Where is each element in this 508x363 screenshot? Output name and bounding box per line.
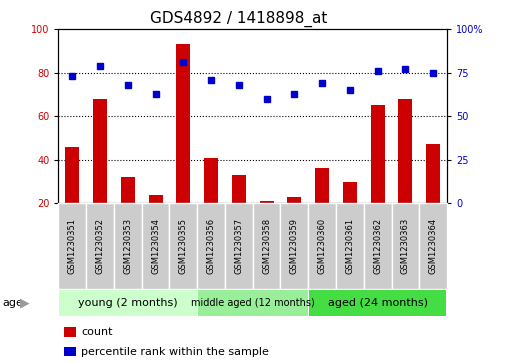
- Text: GSM1230354: GSM1230354: [151, 218, 160, 274]
- Text: GSM1230352: GSM1230352: [96, 218, 105, 274]
- Text: GSM1230356: GSM1230356: [207, 218, 215, 274]
- Text: GSM1230351: GSM1230351: [68, 218, 77, 274]
- Text: GSM1230359: GSM1230359: [290, 218, 299, 274]
- Text: ▶: ▶: [20, 297, 29, 310]
- Text: count: count: [81, 327, 113, 337]
- Text: age: age: [3, 298, 23, 308]
- Bar: [371, 105, 385, 203]
- Text: GSM1230360: GSM1230360: [318, 218, 327, 274]
- Bar: [309, 290, 447, 316]
- Bar: [114, 203, 142, 289]
- Bar: [392, 203, 419, 289]
- Text: GSM1230364: GSM1230364: [429, 218, 438, 274]
- Bar: [398, 99, 412, 203]
- Text: GSM1230361: GSM1230361: [345, 218, 355, 274]
- Bar: [288, 197, 301, 203]
- Bar: [343, 182, 357, 203]
- Bar: [308, 203, 336, 289]
- Bar: [225, 203, 253, 289]
- Bar: [170, 203, 197, 289]
- Bar: [142, 203, 170, 289]
- Text: aged (24 months): aged (24 months): [328, 298, 428, 308]
- Bar: [315, 168, 329, 203]
- Text: percentile rank within the sample: percentile rank within the sample: [81, 347, 269, 357]
- Bar: [58, 203, 86, 289]
- Bar: [204, 158, 218, 203]
- Bar: [198, 290, 308, 316]
- Text: GDS4892 / 1418898_at: GDS4892 / 1418898_at: [150, 11, 328, 27]
- Bar: [149, 195, 163, 203]
- Text: GSM1230353: GSM1230353: [123, 218, 132, 274]
- Bar: [176, 44, 190, 203]
- Bar: [93, 99, 107, 203]
- Bar: [232, 175, 246, 203]
- Bar: [336, 203, 364, 289]
- Bar: [197, 203, 225, 289]
- Text: young (2 months): young (2 months): [78, 298, 178, 308]
- Bar: [253, 203, 280, 289]
- Text: GSM1230355: GSM1230355: [179, 218, 188, 274]
- Text: GSM1230357: GSM1230357: [234, 218, 243, 274]
- Text: GSM1230362: GSM1230362: [373, 218, 382, 274]
- Bar: [364, 203, 392, 289]
- Bar: [86, 203, 114, 289]
- Bar: [260, 201, 273, 203]
- Bar: [59, 290, 197, 316]
- Bar: [419, 203, 447, 289]
- Bar: [121, 177, 135, 203]
- Bar: [280, 203, 308, 289]
- Text: middle aged (12 months): middle aged (12 months): [191, 298, 314, 308]
- Bar: [66, 147, 79, 203]
- Bar: [426, 144, 440, 203]
- Text: GSM1230358: GSM1230358: [262, 218, 271, 274]
- Text: GSM1230363: GSM1230363: [401, 218, 410, 274]
